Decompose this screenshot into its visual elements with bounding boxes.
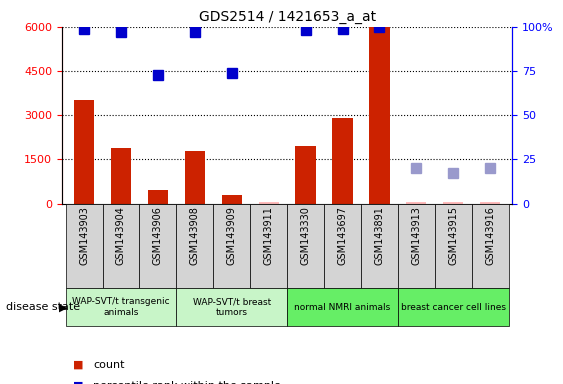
Text: GSM143908: GSM143908 xyxy=(190,206,200,265)
Bar xyxy=(398,288,508,326)
Bar xyxy=(66,288,176,326)
Text: count: count xyxy=(93,360,124,370)
Bar xyxy=(258,202,279,204)
Text: normal NMRI animals: normal NMRI animals xyxy=(294,303,391,312)
Text: GSM143915: GSM143915 xyxy=(448,206,458,265)
Bar xyxy=(176,288,287,326)
Bar xyxy=(250,204,287,288)
Bar xyxy=(472,204,508,288)
Bar xyxy=(287,288,398,326)
Text: WAP-SVT/t transgenic
animals: WAP-SVT/t transgenic animals xyxy=(72,298,170,317)
Text: ■: ■ xyxy=(73,360,84,370)
Text: WAP-SVT/t breast
tumors: WAP-SVT/t breast tumors xyxy=(193,298,271,317)
Text: GSM143697: GSM143697 xyxy=(337,206,347,265)
Bar xyxy=(406,202,427,204)
Bar xyxy=(74,101,94,204)
Text: disease state: disease state xyxy=(6,302,80,312)
Bar xyxy=(369,27,390,204)
Bar xyxy=(102,204,140,288)
Bar xyxy=(213,204,250,288)
Title: GDS2514 / 1421653_a_at: GDS2514 / 1421653_a_at xyxy=(199,10,376,25)
Text: GSM143913: GSM143913 xyxy=(412,206,421,265)
Bar xyxy=(398,204,435,288)
Text: GSM143330: GSM143330 xyxy=(301,206,311,265)
Text: ▶: ▶ xyxy=(59,302,68,312)
Bar xyxy=(443,202,463,204)
Text: ■: ■ xyxy=(73,381,84,384)
Bar xyxy=(480,202,501,204)
Text: GSM143906: GSM143906 xyxy=(153,206,163,265)
Bar xyxy=(435,204,472,288)
Text: GSM143909: GSM143909 xyxy=(227,206,237,265)
Text: GSM143904: GSM143904 xyxy=(116,206,126,265)
Text: GSM143911: GSM143911 xyxy=(263,206,274,265)
Bar xyxy=(111,147,131,204)
Bar xyxy=(185,151,205,204)
Text: GSM143903: GSM143903 xyxy=(79,206,89,265)
Text: GSM143891: GSM143891 xyxy=(374,206,385,265)
Bar xyxy=(332,118,352,204)
Bar xyxy=(176,204,213,288)
Bar xyxy=(66,204,102,288)
Bar xyxy=(222,195,242,204)
Bar xyxy=(296,146,316,204)
Bar xyxy=(324,204,361,288)
Bar xyxy=(140,204,176,288)
Bar xyxy=(361,204,398,288)
Bar xyxy=(148,190,168,204)
Text: percentile rank within the sample: percentile rank within the sample xyxy=(93,381,281,384)
Text: breast cancer cell lines: breast cancer cell lines xyxy=(401,303,506,312)
Bar xyxy=(287,204,324,288)
Text: GSM143916: GSM143916 xyxy=(485,206,495,265)
